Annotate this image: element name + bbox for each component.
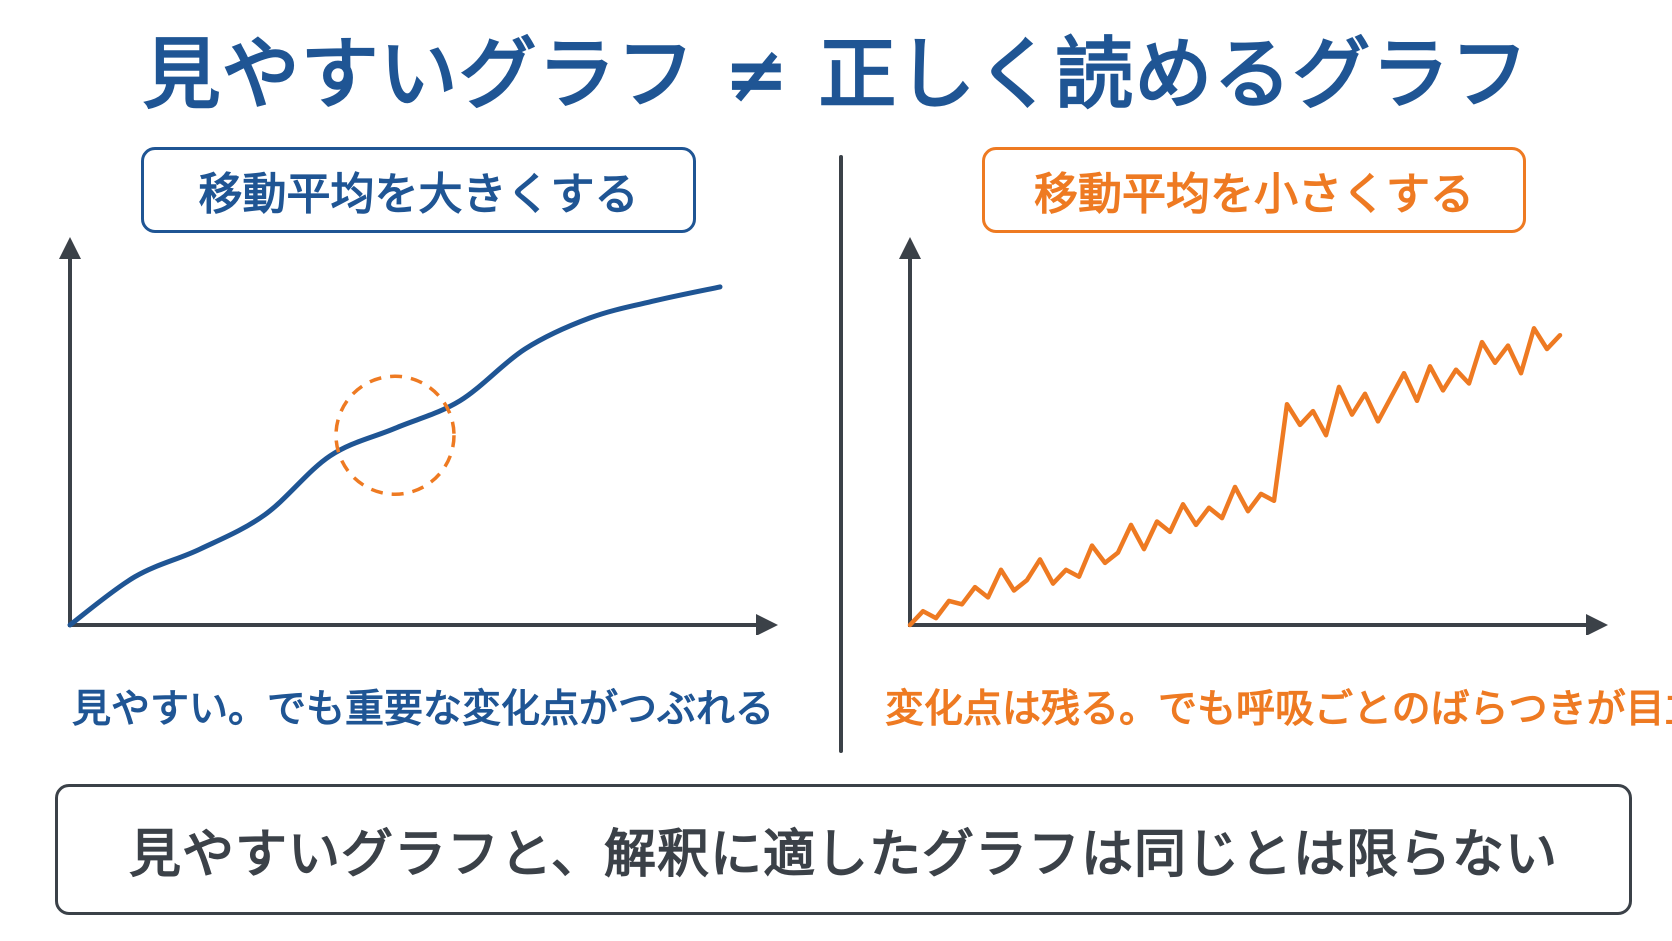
series-line [907, 326, 1563, 628]
panel-divider [839, 155, 843, 753]
series-line [67, 284, 723, 628]
page-title: 見やすいグラフ ≠ 正しく読めるグラフ [142, 30, 1530, 120]
right-caption: 変化点は残る。でも呼吸ごとのばらつきが目立つ [885, 687, 1672, 732]
highlight-circle [334, 374, 456, 496]
y-axis-arrow-icon [899, 237, 921, 259]
right-chart [899, 237, 1608, 635]
right-panel-label: 移動平均を小さくする [982, 147, 1526, 233]
left-chart [59, 237, 778, 635]
left-panel-label: 移動平均を大きくする [141, 147, 696, 233]
x-axis-arrow-icon [756, 614, 778, 635]
conclusion-box: 見やすいグラフと、解釈に適したグラフは同じとは限らない [55, 784, 1632, 915]
left-caption: 見やすい。でも重要な変化点がつぶれる [72, 687, 775, 732]
y-axis-arrow-icon [59, 237, 81, 259]
x-axis-arrow-icon [1586, 614, 1608, 635]
